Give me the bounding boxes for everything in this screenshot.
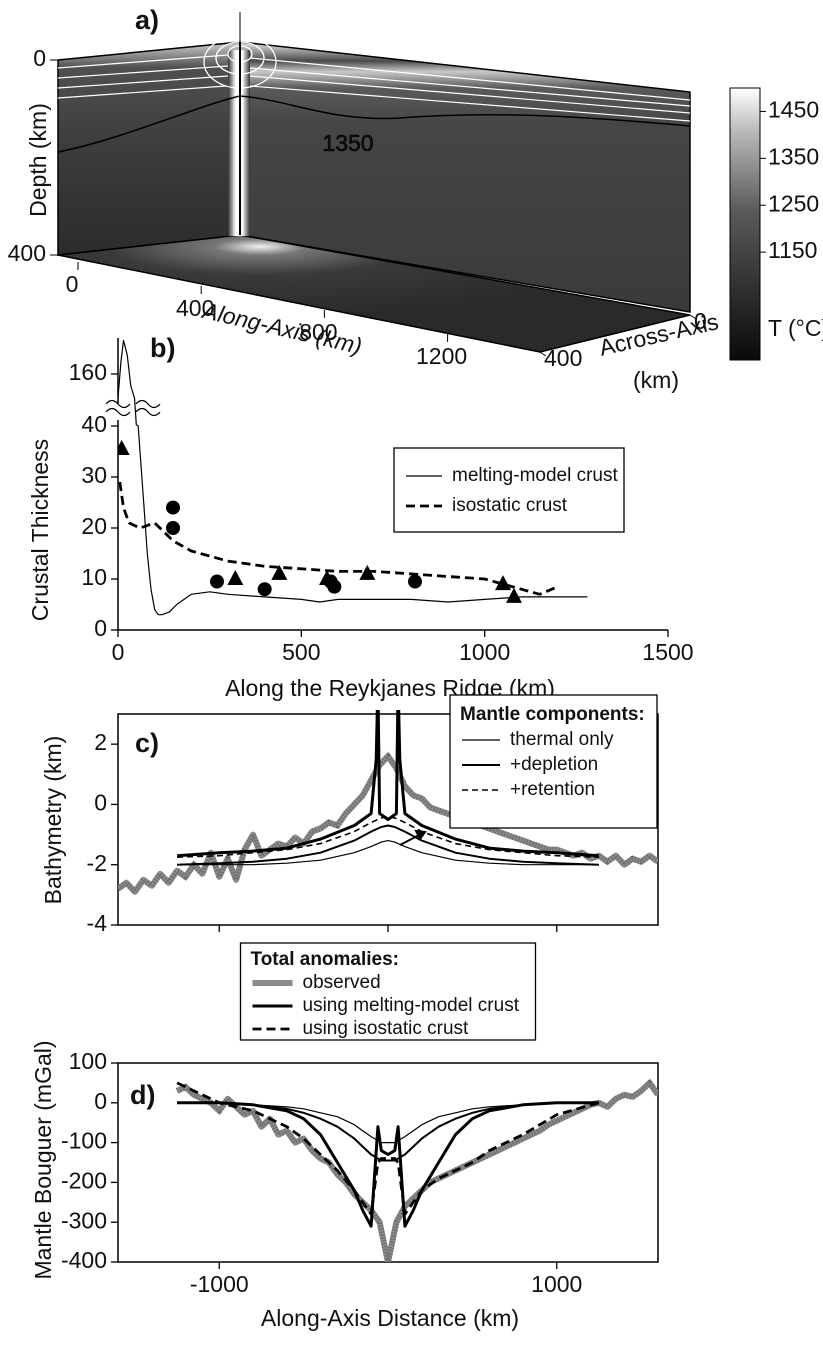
z-tick-label: 0 xyxy=(694,308,707,334)
y-tick-label: -300 xyxy=(61,1207,107,1233)
series-line xyxy=(177,1101,599,1228)
colorbar-tick-label: 1350 xyxy=(768,143,819,169)
annotation: 1350 xyxy=(322,130,373,156)
series-line xyxy=(118,339,588,616)
series-line xyxy=(177,1102,599,1144)
y-tick-label: 0 xyxy=(94,615,107,641)
plot-area xyxy=(175,1078,658,1262)
colorbar-label: T (°C) xyxy=(768,315,823,341)
y-axis-label: Crustal Thickness xyxy=(27,439,53,621)
legend-box xyxy=(449,694,658,829)
data-point xyxy=(495,575,511,591)
x-tick-label: 500 xyxy=(282,639,320,665)
legend-label: melting-model crust xyxy=(452,465,618,486)
legend-label: thermal only xyxy=(510,729,614,750)
series-line xyxy=(176,1081,600,1216)
x-tick-label: 1500 xyxy=(642,639,693,665)
isotherm xyxy=(57,54,229,99)
series-line xyxy=(177,840,599,866)
x-tick-label: 0 xyxy=(112,639,125,665)
y-tick-label: -400 xyxy=(61,1247,107,1273)
z-tick xyxy=(689,314,697,320)
y-tick-label: 20 xyxy=(81,513,107,539)
y-tick-label: -100 xyxy=(61,1128,107,1154)
legend-label: using isostatic crust xyxy=(303,1018,470,1039)
x-axis-label: Along-Axis Distance (km) xyxy=(261,1305,519,1331)
colorbar-tick-label: 1450 xyxy=(768,97,819,123)
z-tick-label: 400 xyxy=(544,345,582,371)
x-tick-label: 1000 xyxy=(459,639,510,665)
series-texture xyxy=(175,1078,658,1262)
data-point xyxy=(227,570,244,585)
colorbar xyxy=(729,87,761,361)
y-axis-label: Bathymetry (km) xyxy=(40,736,66,905)
data-point xyxy=(506,587,522,603)
panel-label: a) xyxy=(135,5,159,35)
data-point xyxy=(166,521,180,535)
legend-label: +depletion xyxy=(510,754,598,775)
data-point xyxy=(271,564,288,580)
y-tick-label: 2 xyxy=(94,729,107,755)
z-axis-label: (km) xyxy=(633,367,679,393)
panel-label: b) xyxy=(150,333,175,363)
across-face xyxy=(57,41,241,256)
y-tick-label: 40 xyxy=(81,411,107,437)
y-axis-label: Mantle Bouguer (mGal) xyxy=(30,1040,56,1279)
block-diagram xyxy=(57,12,761,361)
plot-area xyxy=(118,339,588,616)
legend-label: isostatic crust xyxy=(452,495,568,516)
series-texture xyxy=(118,751,658,897)
data-point xyxy=(327,579,342,594)
legend-label: observed xyxy=(303,972,381,993)
data-point xyxy=(257,582,272,597)
y-tick-label: 160 xyxy=(69,359,107,385)
y-axis-label: Depth (km) xyxy=(25,103,51,217)
isotherm-1350 xyxy=(57,95,691,153)
y-tick-label: 100 xyxy=(69,1048,107,1074)
colorbar-tick-label: 1250 xyxy=(768,190,819,216)
data-point xyxy=(118,439,130,455)
y-tick-label: 0 xyxy=(94,790,107,816)
y-tick-label: 0 xyxy=(94,1088,107,1114)
legend-title: Total anomalies: xyxy=(251,949,400,970)
z-tick xyxy=(539,351,547,357)
panel-label: d) xyxy=(130,1080,155,1110)
data-point xyxy=(210,574,224,589)
x-tick-label: 800 xyxy=(299,319,337,345)
y-tick-label: -2 xyxy=(87,850,107,876)
legend-title: Mantle components: xyxy=(460,704,645,725)
data-point xyxy=(166,500,180,515)
colorbar-tick-label: 1150 xyxy=(768,237,817,263)
data-point xyxy=(408,574,422,589)
data-point xyxy=(359,564,376,580)
legend-label: using melting-model crust xyxy=(303,995,520,1016)
y-tick-label: 400 xyxy=(8,240,46,266)
series-line xyxy=(177,1101,599,1162)
series-line xyxy=(177,824,599,866)
x-tick-label: 0 xyxy=(66,271,79,297)
series-line xyxy=(118,481,559,596)
series-line xyxy=(176,710,600,858)
plot-area xyxy=(118,710,658,897)
x-tick-label: 400 xyxy=(176,295,214,321)
y-tick-label: -200 xyxy=(61,1167,107,1193)
isotherm xyxy=(249,57,691,122)
y-tick-label: 10 xyxy=(81,564,107,590)
legend-box xyxy=(393,447,625,533)
y-tick-label: 0 xyxy=(33,45,46,71)
panel-label: c) xyxy=(135,728,159,758)
legend-label: +retention xyxy=(510,779,595,800)
y-tick-label: -4 xyxy=(87,910,108,936)
legend-box xyxy=(239,942,537,1041)
x-tick-label: -1000 xyxy=(190,1271,249,1297)
y-tick-label: 30 xyxy=(81,462,107,488)
x-tick-label: 1200 xyxy=(416,343,467,369)
x-tick-label: 1000 xyxy=(531,1271,582,1297)
